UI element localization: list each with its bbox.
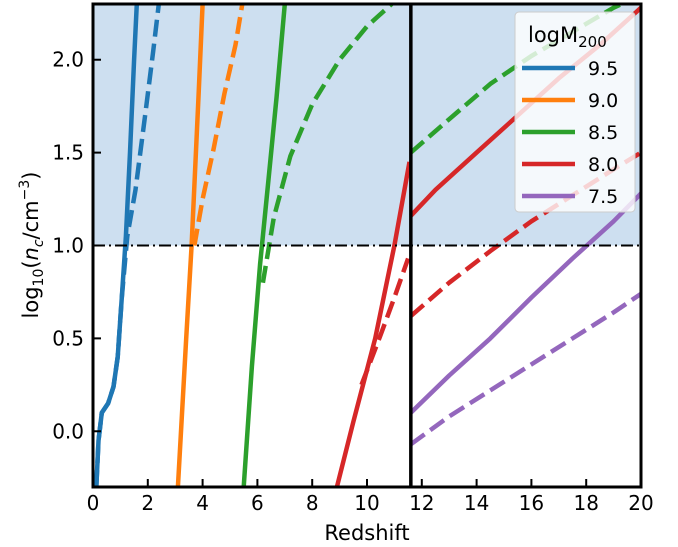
x-tick-label: 2 — [141, 491, 154, 515]
x-tick-label: 4 — [196, 491, 209, 515]
x-tick-label: 0 — [87, 491, 100, 515]
y-tick-label: 1.0 — [52, 234, 84, 258]
x-tick-label: 18 — [573, 491, 598, 515]
legend-label-9-0: 9.0 — [588, 90, 618, 112]
ticks-layer: 0 2 4 6 8 10 12 14 16 18 20 0.0 0.5 1.0 1.5 2.0 — [52, 48, 654, 515]
y-axis-label-unit: /cm — [19, 200, 43, 239]
plot-frame — [91, 2, 643, 489]
y-axis-label-log: log — [19, 286, 43, 318]
x-tick-label: 8 — [306, 491, 319, 515]
y-tick-label: 0.5 — [52, 326, 84, 350]
legend-label-7-5: 7.5 — [588, 186, 618, 208]
y-tick-label: 2.0 — [52, 48, 84, 72]
legend-title-main: logM — [528, 23, 578, 47]
legend-title-sub: 200 — [578, 33, 607, 51]
series-9-5-solid-line — [94, 4, 140, 487]
legend-title: logM200 — [528, 23, 607, 51]
y-axis-label: log10(nc/cm−3) — [17, 172, 47, 319]
legend-label-8-5: 8.5 — [588, 122, 618, 144]
legend-label-9-5: 9.5 — [588, 58, 618, 80]
legend-entries: 9.5 9.0 8.5 8.0 7.5 — [522, 58, 618, 208]
legend: logM200 9.5 9.0 8.5 8.0 7.5 — [514, 11, 636, 213]
y-tick-label: 1.5 — [52, 141, 84, 165]
series-8-5-solid-line — [241, 4, 288, 487]
x-axis-label: Redshift — [324, 521, 409, 545]
x-tick-label: 14 — [464, 491, 489, 515]
legend-label-8-0: 8.0 — [588, 154, 618, 176]
series-9-5-dashed-line — [94, 4, 162, 487]
x-tick-label: 12 — [409, 491, 434, 515]
y-axis-label-exp: −3 — [17, 180, 33, 201]
x-tick-label: 16 — [519, 491, 544, 515]
y-axis-label-n: n — [19, 247, 43, 260]
series-7-5-dashed-line-right — [409, 291, 641, 447]
series-8-0-solid-line — [334, 161, 412, 487]
y-axis-label-sub: 10 — [31, 269, 47, 287]
x-tick-label: 20 — [628, 491, 653, 515]
y-axis-label-open: ( — [19, 260, 43, 268]
y-axis-label-close: ) — [19, 172, 43, 180]
y-axis-label-c: c — [31, 239, 47, 247]
y-tick-label: 0.0 — [52, 419, 84, 443]
series-9-0-dashed-line — [192, 4, 245, 246]
series-7-5-solid-line-right — [409, 191, 641, 415]
x-tick-label: 10 — [354, 491, 379, 515]
x-tick-label: 6 — [251, 491, 264, 515]
